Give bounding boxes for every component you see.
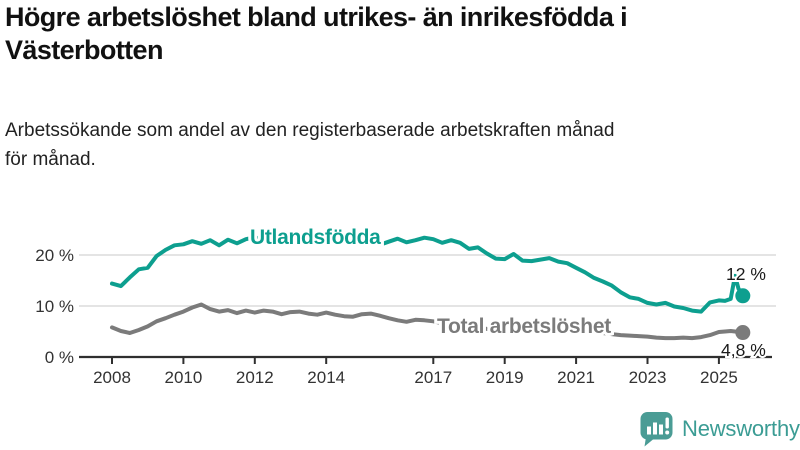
x-tick-label: 2023 xyxy=(629,368,667,387)
chart-title: Högre arbetslöshet bland utrikes- än inr… xyxy=(5,2,628,65)
newsworthy-logo[interactable]: Newsworthy xyxy=(640,411,800,447)
y-tick-label: 20 % xyxy=(35,246,74,265)
series-line-total-arbetsl-shet xyxy=(110,302,745,341)
x-tick-label: 2014 xyxy=(307,368,345,387)
x-tick-label: 2008 xyxy=(93,368,131,387)
x-tick-label: 2021 xyxy=(557,368,595,387)
series-label-utlandsf-dda: Utlandsfödda xyxy=(250,226,381,249)
newsworthy-brand-text: Newsworthy xyxy=(682,416,800,441)
end-value-label-utlandsf-dda: 12 % xyxy=(726,264,766,284)
x-tick-label: 2012 xyxy=(236,368,274,387)
chart-subtitle: Arbetssökande som andel av den registerb… xyxy=(5,117,725,174)
series-end-dot-total-arbetsl-shet xyxy=(735,325,751,341)
x-tick-label: 2017 xyxy=(414,368,452,387)
x-tick-label: 2025 xyxy=(700,368,738,387)
bar-chart-speech-bubble-icon xyxy=(640,412,673,447)
series-end-dot-utlandsf-dda xyxy=(735,288,751,304)
series-label-total-arbetsl-shet: Total arbetslöshet xyxy=(437,315,611,338)
y-tick-label: 10 % xyxy=(35,297,74,316)
x-tick-label: 2019 xyxy=(486,368,524,387)
chart-subtitle-line2: för månad. xyxy=(5,148,96,170)
y-tick-label: 0 % xyxy=(45,348,74,367)
x-tick-label: 2010 xyxy=(164,368,202,387)
chart-subtitle-line1: Arbetssökande som andel av den registerb… xyxy=(5,120,615,141)
end-value-label-total-arbetsl-shet: 4,8 % xyxy=(721,340,766,360)
series-line-utlandsf-dda xyxy=(110,235,745,314)
